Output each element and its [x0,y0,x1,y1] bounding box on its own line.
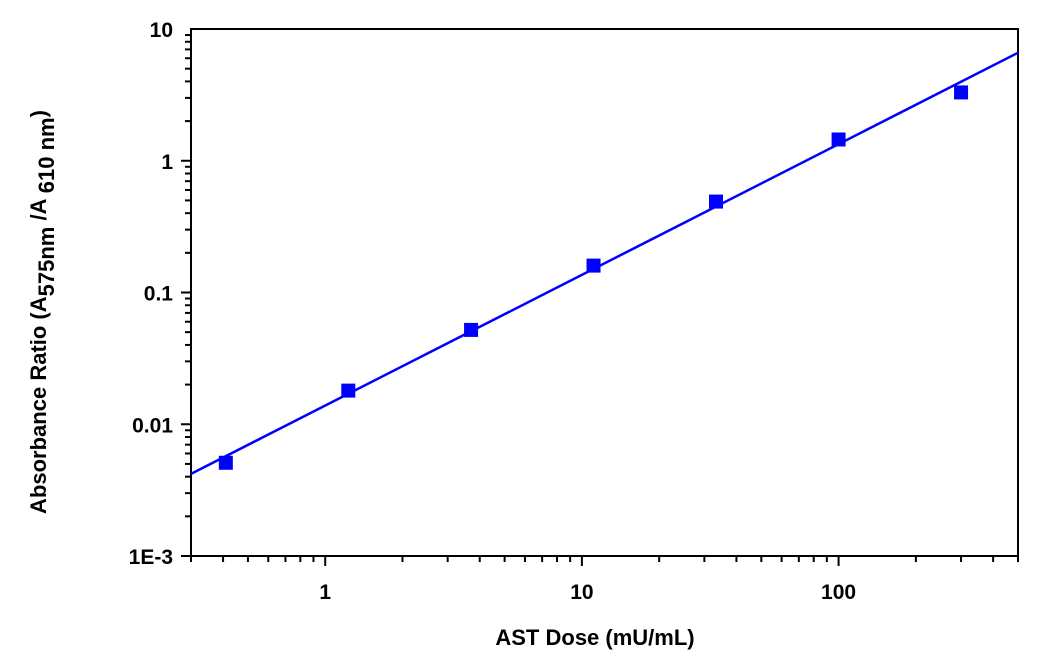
y-tick-label: 10 [150,19,173,42]
y-tick-label: 0.01 [132,414,173,437]
axis-ticks: 1 10 100 1E-3 0.01 0.1 1 10 [129,19,1019,604]
data-point [709,194,724,209]
fit-line [190,51,1019,476]
plot-frame [190,28,1019,557]
x-tick-label: 10 [570,581,593,604]
y-tick-label: 0.1 [144,283,174,306]
y-axis-title: Absorbance Ratio (A575nm /A 610 nm) [26,110,59,514]
data-point [586,258,601,273]
data-marks [190,51,1019,476]
data-point [341,383,356,398]
data-point [218,455,233,470]
x-tick-label: 1 [319,581,331,604]
y-tick-label: 1E-3 [129,546,173,569]
data-point [464,322,479,337]
y-tick-label: 1 [161,151,173,174]
x-axis-title: AST Dose (mU/mL) [495,625,694,650]
x-tick-label: 100 [821,581,856,604]
data-point [831,132,846,147]
data-point [954,85,969,100]
